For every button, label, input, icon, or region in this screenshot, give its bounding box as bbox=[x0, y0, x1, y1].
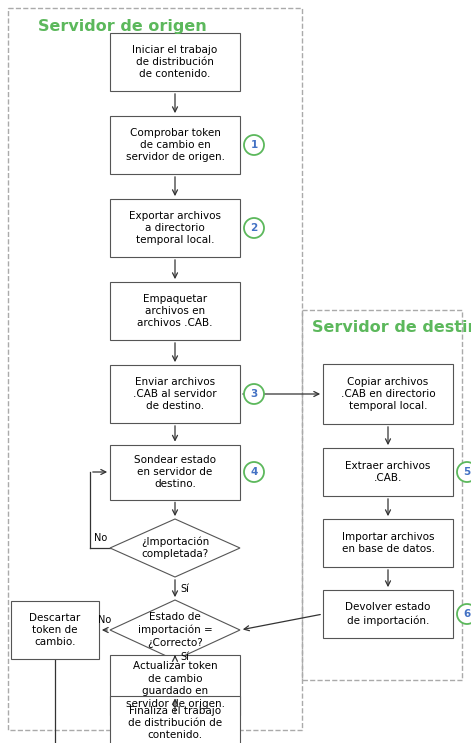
Text: Extraer archivos
.CAB.: Extraer archivos .CAB. bbox=[345, 461, 430, 483]
Text: 5: 5 bbox=[463, 467, 471, 477]
Text: Empaquetar
archivos en
archivos .CAB.: Empaquetar archivos en archivos .CAB. bbox=[137, 293, 213, 328]
FancyBboxPatch shape bbox=[110, 116, 240, 174]
Text: Comprobar token
de cambio en
servidor de origen.: Comprobar token de cambio en servidor de… bbox=[125, 128, 225, 163]
FancyBboxPatch shape bbox=[323, 448, 453, 496]
Text: No: No bbox=[94, 533, 107, 543]
Text: Servidor de destino: Servidor de destino bbox=[312, 320, 471, 336]
Text: Devolver estado
de importación.: Devolver estado de importación. bbox=[345, 603, 430, 626]
FancyBboxPatch shape bbox=[323, 364, 453, 424]
Polygon shape bbox=[110, 600, 240, 660]
Text: 6: 6 bbox=[463, 609, 471, 619]
Text: ¿Importación
completada?: ¿Importación completada? bbox=[141, 536, 209, 559]
Text: Estado de
importación =
¿Correcto?: Estado de importación = ¿Correcto? bbox=[138, 612, 212, 648]
FancyBboxPatch shape bbox=[110, 33, 240, 91]
FancyBboxPatch shape bbox=[110, 695, 240, 743]
Circle shape bbox=[244, 384, 264, 404]
Text: Actualizar token
de cambio
guardado en
servidor de origen.: Actualizar token de cambio guardado en s… bbox=[125, 661, 225, 709]
Text: Descartar
token de
cambio.: Descartar token de cambio. bbox=[29, 612, 81, 647]
FancyBboxPatch shape bbox=[110, 444, 240, 499]
FancyBboxPatch shape bbox=[323, 590, 453, 638]
Text: Iniciar el trabajo
de distribución
de contenido.: Iniciar el trabajo de distribución de co… bbox=[132, 45, 218, 80]
Text: Sí: Sí bbox=[180, 583, 189, 594]
Text: Enviar archivos
.CAB al servidor
de destino.: Enviar archivos .CAB al servidor de dest… bbox=[133, 377, 217, 412]
FancyBboxPatch shape bbox=[110, 282, 240, 340]
FancyBboxPatch shape bbox=[11, 601, 99, 659]
Text: 4: 4 bbox=[250, 467, 258, 477]
Circle shape bbox=[244, 218, 264, 238]
Polygon shape bbox=[110, 519, 240, 577]
Text: Sí: Sí bbox=[180, 652, 189, 663]
Circle shape bbox=[244, 135, 264, 155]
Text: 2: 2 bbox=[251, 223, 258, 233]
Text: Servidor de origen: Servidor de origen bbox=[38, 19, 207, 33]
Text: Sondear estado
en servidor de
destino.: Sondear estado en servidor de destino. bbox=[134, 455, 216, 490]
FancyBboxPatch shape bbox=[110, 199, 240, 257]
Text: 1: 1 bbox=[251, 140, 258, 150]
Text: Exportar archivos
a directorio
temporal local.: Exportar archivos a directorio temporal … bbox=[129, 210, 221, 245]
Circle shape bbox=[244, 462, 264, 482]
Text: 3: 3 bbox=[251, 389, 258, 399]
Circle shape bbox=[457, 604, 471, 624]
FancyBboxPatch shape bbox=[110, 365, 240, 423]
Text: No: No bbox=[98, 615, 111, 625]
Text: Finaliza el trabajo
de distribución de
contenido.: Finaliza el trabajo de distribución de c… bbox=[128, 706, 222, 741]
FancyBboxPatch shape bbox=[110, 655, 240, 715]
Text: Copiar archivos
.CAB en directorio
temporal local.: Copiar archivos .CAB en directorio tempo… bbox=[341, 377, 435, 412]
FancyBboxPatch shape bbox=[323, 519, 453, 567]
Circle shape bbox=[457, 462, 471, 482]
Text: Importar archivos
en base de datos.: Importar archivos en base de datos. bbox=[341, 532, 435, 554]
